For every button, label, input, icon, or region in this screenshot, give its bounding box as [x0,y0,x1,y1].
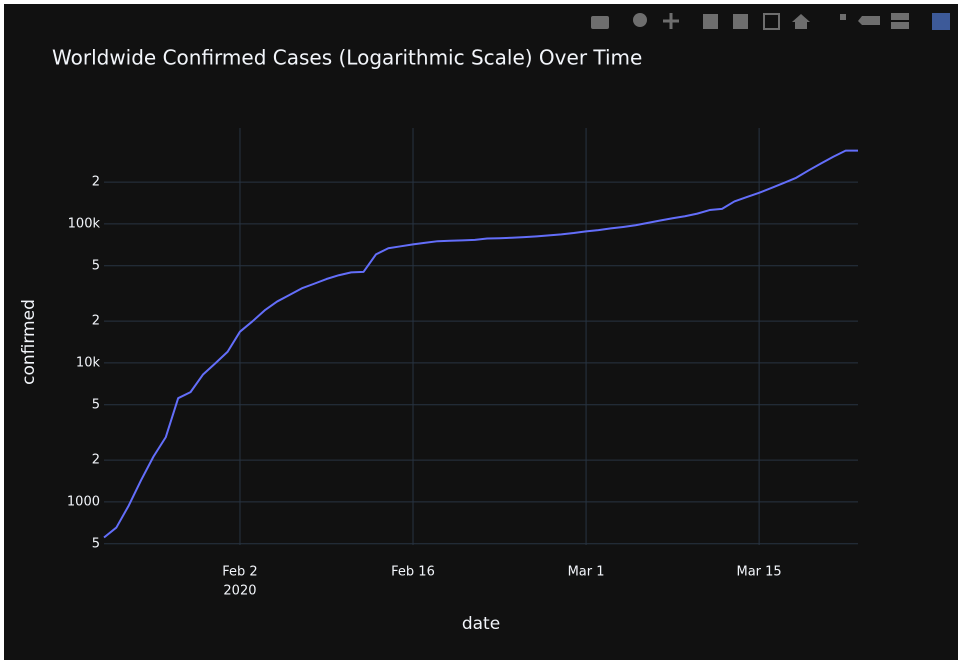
y-tick-label: 5 [92,397,100,412]
reset-button[interactable] [792,14,810,29]
x-tick-label: Mar 1 [568,565,605,580]
y-tick-label: 2 [92,175,100,190]
spike-button[interactable] [840,14,846,20]
y-tick-label: 2 [92,314,100,329]
autoscale-button[interactable] [763,13,780,30]
y-tick-label: 5 [92,258,100,273]
x-axis-title: date [462,614,500,634]
y-tick-label: 1000 [67,494,100,509]
chart-title: Worldwide Confirmed Cases (Logarithmic S… [52,46,642,70]
x-tick-label: Feb 16 [391,565,435,580]
y-axis-title: confirmed [19,299,39,385]
y-tick-label: 2 [92,453,100,468]
y-tick-label: 10k [76,355,101,370]
x-tick-year: 2020 [223,584,256,599]
plotly-logo[interactable] [932,13,950,30]
modebar [591,13,950,30]
y-tick-label: 100k [68,216,101,231]
hover-closest-button[interactable] [858,16,880,25]
y-tick-label: 5 [92,536,100,551]
chart: Worldwide Confirmed Cases (Logarithmic S… [4,4,958,660]
camera-button[interactable] [591,16,609,29]
hover-compare-button[interactable] [891,13,909,20]
pan-button[interactable] [663,13,679,29]
x-tick-label: Feb 2 [222,565,257,580]
background [4,4,958,660]
hover-compare-button-2[interactable] [891,22,909,29]
x-tick-label: Mar 15 [737,565,782,580]
data-line [103,149,858,539]
zoom-button[interactable] [633,13,647,27]
zoom-in-button[interactable] [703,14,718,29]
zoom-out-button[interactable] [733,14,748,29]
